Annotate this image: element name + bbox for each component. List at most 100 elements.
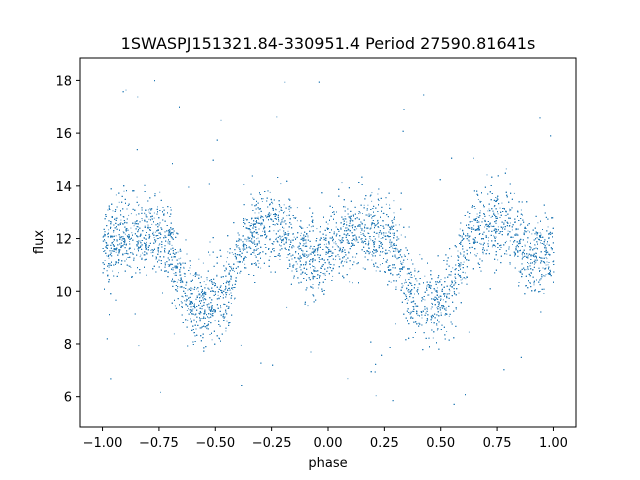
data-point bbox=[296, 207, 298, 209]
data-point bbox=[380, 238, 382, 239]
data-point bbox=[130, 213, 132, 215]
data-point bbox=[202, 262, 204, 264]
data-point bbox=[306, 227, 308, 228]
data-point bbox=[194, 303, 195, 305]
data-point bbox=[393, 243, 394, 245]
data-point bbox=[207, 306, 209, 308]
data-point bbox=[146, 241, 147, 243]
data-point bbox=[295, 217, 297, 218]
data-point bbox=[406, 273, 408, 275]
data-point bbox=[190, 318, 191, 320]
data-point bbox=[378, 240, 380, 242]
data-point bbox=[139, 256, 141, 258]
data-point bbox=[424, 275, 426, 277]
data-point bbox=[273, 230, 275, 232]
data-point bbox=[147, 225, 149, 227]
data-point bbox=[150, 249, 152, 251]
data-point bbox=[173, 273, 175, 274]
data-point bbox=[328, 266, 330, 268]
data-point bbox=[457, 250, 459, 252]
data-point bbox=[226, 320, 228, 322]
data-point bbox=[147, 224, 149, 226]
data-point bbox=[438, 282, 439, 284]
data-point bbox=[286, 306, 288, 308]
data-point bbox=[331, 236, 333, 238]
data-point bbox=[307, 236, 309, 238]
data-point bbox=[345, 259, 347, 261]
data-point bbox=[490, 216, 492, 218]
data-point bbox=[183, 266, 185, 268]
data-point bbox=[547, 226, 549, 228]
data-point bbox=[367, 204, 369, 206]
data-point bbox=[151, 218, 153, 220]
data-point bbox=[362, 267, 364, 269]
data-point bbox=[173, 333, 175, 335]
data-point bbox=[479, 210, 481, 212]
data-point bbox=[509, 240, 511, 242]
data-point bbox=[398, 224, 400, 226]
data-point bbox=[325, 251, 327, 253]
data-point bbox=[138, 345, 140, 347]
data-point bbox=[410, 312, 412, 314]
data-point bbox=[540, 242, 541, 244]
data-point bbox=[392, 247, 393, 249]
data-point bbox=[257, 233, 259, 235]
data-point bbox=[125, 230, 127, 232]
data-point bbox=[256, 232, 258, 234]
data-point bbox=[129, 241, 130, 242]
data-point bbox=[118, 260, 120, 262]
data-point bbox=[528, 268, 530, 270]
data-point bbox=[293, 236, 295, 238]
data-point bbox=[316, 228, 318, 230]
data-point bbox=[134, 248, 135, 250]
data-point bbox=[209, 254, 211, 256]
data-point bbox=[115, 217, 117, 219]
data-point bbox=[185, 303, 187, 305]
data-point bbox=[186, 295, 188, 297]
data-point bbox=[112, 210, 114, 212]
data-point bbox=[488, 215, 490, 217]
data-point bbox=[214, 320, 216, 322]
data-point bbox=[296, 268, 298, 269]
data-point bbox=[473, 218, 475, 220]
data-point bbox=[488, 240, 489, 242]
data-point bbox=[546, 261, 548, 263]
data-point bbox=[231, 252, 233, 254]
data-point bbox=[150, 252, 152, 254]
data-point bbox=[309, 253, 311, 255]
data-point bbox=[442, 299, 444, 301]
data-point bbox=[539, 232, 541, 234]
data-point bbox=[253, 240, 255, 242]
data-point bbox=[399, 275, 401, 277]
data-point bbox=[144, 225, 146, 227]
data-point bbox=[528, 263, 530, 265]
data-point bbox=[230, 303, 232, 304]
data-point bbox=[346, 227, 348, 229]
data-point bbox=[526, 269, 528, 271]
data-point bbox=[369, 237, 371, 239]
data-point bbox=[174, 274, 176, 276]
data-point bbox=[537, 222, 539, 224]
data-point bbox=[462, 255, 464, 257]
data-point bbox=[349, 268, 351, 270]
data-point bbox=[126, 235, 128, 237]
data-point bbox=[398, 276, 400, 278]
data-point bbox=[254, 212, 256, 214]
data-point bbox=[394, 243, 395, 244]
data-point bbox=[436, 324, 438, 326]
data-point bbox=[108, 257, 110, 259]
data-point bbox=[227, 251, 229, 253]
data-point bbox=[395, 224, 397, 226]
data-point bbox=[249, 237, 251, 239]
chart-title: 1SWASPJ151321.84-330951.4 Period 27590.8… bbox=[121, 34, 536, 53]
data-point bbox=[158, 251, 160, 253]
data-point bbox=[284, 211, 286, 213]
data-point bbox=[155, 240, 157, 242]
data-point bbox=[263, 228, 265, 230]
data-point bbox=[482, 253, 484, 255]
data-point bbox=[204, 291, 206, 293]
data-point bbox=[186, 281, 188, 283]
data-point bbox=[190, 265, 191, 266]
data-point bbox=[108, 229, 110, 231]
data-point bbox=[414, 268, 416, 270]
